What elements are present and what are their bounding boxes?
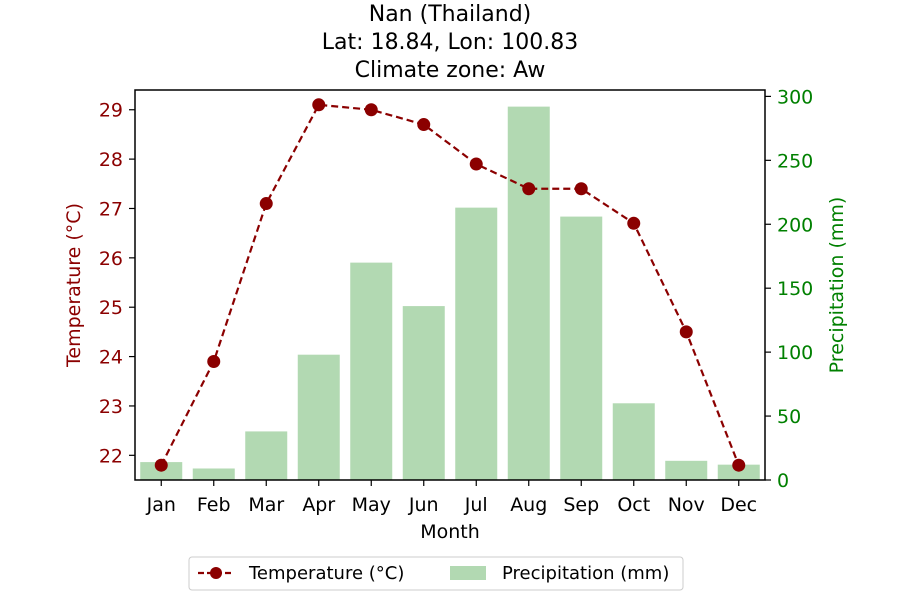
- left-y-tick-label: 25: [99, 297, 123, 319]
- x-axis-ticks: Jan Feb Mar Apr May Jun Jul Aug Sep Oct Nov Dec: [146, 480, 757, 516]
- legend-precipitation-swatch-icon: [450, 566, 486, 580]
- left-y-tick-label: 27: [99, 198, 123, 220]
- x-tick-label: Sep: [563, 494, 599, 516]
- precipitation-bar-jun: [402, 306, 445, 480]
- x-tick-label: Jan: [146, 494, 176, 516]
- left-y-tick-label: 28: [99, 149, 123, 171]
- temperature-point-sep: [574, 182, 588, 196]
- temperature-point-aug: [522, 182, 536, 196]
- precipitation-bar-oct: [612, 403, 655, 480]
- left-y-axis-label: Temperature (°C): [63, 203, 85, 368]
- precipitation-bar-feb: [192, 468, 235, 480]
- x-tick-label: Apr: [302, 494, 335, 516]
- precipitation-bar-aug: [507, 106, 550, 480]
- x-tick-label: Jun: [408, 494, 439, 516]
- temperature-series-line: [160, 103, 740, 466]
- x-axis-label: Month: [420, 521, 480, 543]
- temperature-point-oct: [627, 216, 641, 230]
- right-y-axis-ticks: 0 50 100 150 200 250 300: [765, 86, 813, 492]
- left-y-tick-label: 23: [99, 396, 123, 418]
- right-y-tick-label: 0: [777, 470, 789, 492]
- right-y-axis-label: Precipitation (mm): [826, 197, 848, 374]
- legend-precipitation-label: Precipitation (mm): [502, 563, 669, 584]
- chart-title-line-2: Lat: 18.84, Lon: 100.83: [322, 30, 578, 55]
- temperature-point-jun: [417, 118, 431, 132]
- temperature-point-mar: [259, 197, 273, 211]
- temperature-line: [154, 98, 746, 472]
- precipitation-bar-may: [350, 262, 393, 480]
- x-tick-label: Mar: [248, 494, 284, 516]
- right-y-tick-label: 100: [777, 342, 813, 364]
- x-tick-label: May: [352, 494, 391, 516]
- legend-temperature-label: Temperature (°C): [248, 563, 404, 584]
- temperature-point-jan: [154, 458, 168, 472]
- left-y-tick-label: 29: [99, 100, 123, 122]
- temperature-point-jul: [469, 157, 483, 171]
- left-y-tick-label: 22: [99, 445, 123, 467]
- temperature-point-may: [364, 103, 378, 117]
- precipitation-bar-apr: [297, 354, 340, 480]
- right-y-tick-label: 250: [777, 150, 813, 172]
- plot-frame: [134, 89, 766, 481]
- precipitation-bar-sep: [560, 216, 603, 481]
- x-tick-label: Jul: [464, 494, 488, 516]
- right-y-tick-label: 200: [777, 214, 813, 236]
- chart-title-line-1: Nan (Thailand): [369, 2, 532, 27]
- x-tick-label: Feb: [197, 494, 231, 516]
- legend-box: [188, 556, 684, 591]
- right-y-tick-label: 150: [777, 278, 813, 300]
- chart-title-line-3: Climate zone: Aw: [355, 58, 546, 83]
- precipitation-bars: [140, 106, 760, 481]
- left-y-axis-ticks: 22 23 24 25 26 27 28 29: [99, 100, 135, 467]
- legend: Temperature (°C) Precipitation (mm): [188, 556, 684, 591]
- precipitation-bar-mar: [245, 431, 288, 480]
- left-y-tick-label: 26: [99, 248, 123, 270]
- x-tick-label: Dec: [720, 494, 757, 516]
- right-y-tick-label: 50: [777, 406, 801, 428]
- x-tick-label: Oct: [617, 494, 650, 516]
- temperature-point-nov: [679, 325, 693, 339]
- temperature-point-feb: [207, 355, 221, 369]
- precipitation-bar-jul: [455, 207, 498, 480]
- legend-temperature-marker-icon: [210, 567, 222, 579]
- right-y-tick-label: 300: [777, 86, 813, 108]
- left-y-tick-label: 24: [99, 347, 123, 369]
- precipitation-bar-nov: [665, 460, 708, 480]
- precipitation-bar-dec: [717, 464, 760, 480]
- x-tick-label: Aug: [510, 494, 547, 516]
- temperature-point-apr: [312, 98, 326, 112]
- temperature-point-dec: [732, 458, 746, 472]
- x-tick-label: Nov: [668, 494, 705, 516]
